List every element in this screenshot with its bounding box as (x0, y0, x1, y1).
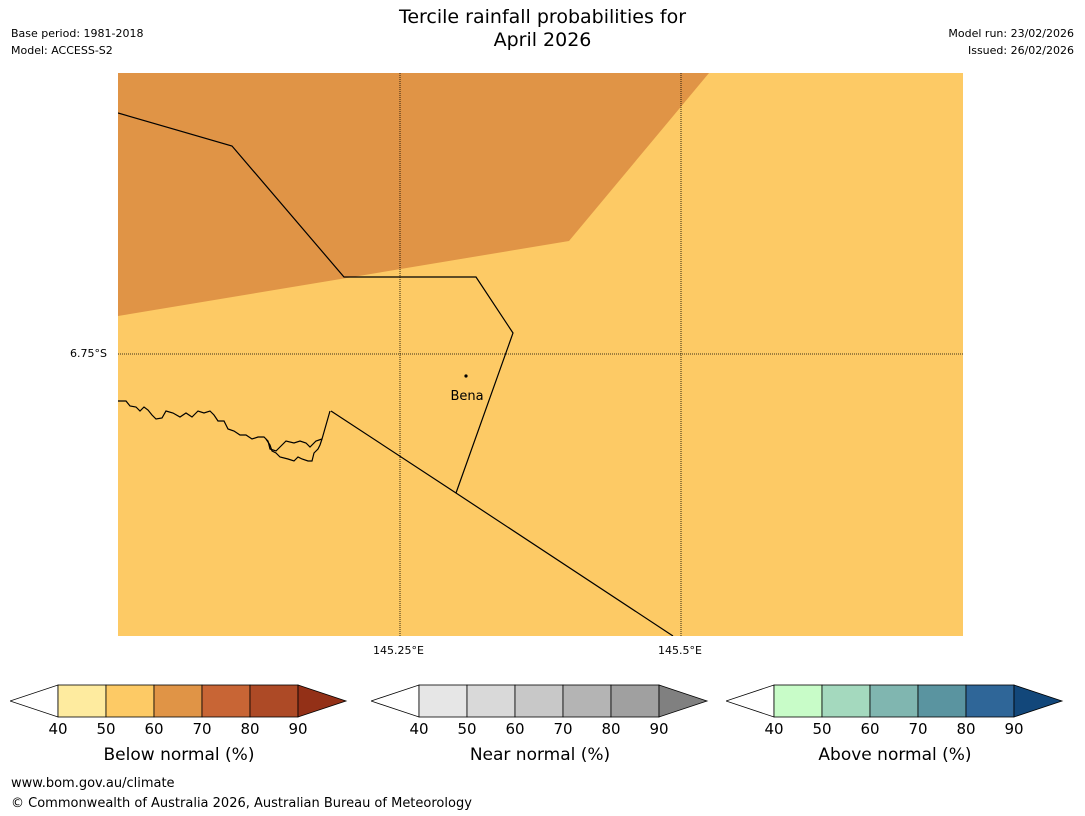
model-run-text: Model run: 23/02/2026 (948, 27, 1074, 40)
colorbar-near-normal: 40 50 60 70 80 90 (371, 684, 709, 738)
colorbar-near-extend-low (371, 684, 420, 718)
colorbar-near-tick-label: 70 (553, 720, 572, 738)
colorbar-near-tick-label: 40 (409, 720, 428, 738)
province-boundary-south (330, 410, 674, 636)
colorbar-near-tick-label: 90 (649, 720, 668, 738)
colorbar-below-segment (105, 684, 155, 718)
colorbar-below-tick-label: 90 (288, 720, 307, 738)
colorbar-near-segment (610, 684, 660, 718)
colorbar-above-tick-label: 80 (956, 720, 975, 738)
colorbar-above-segment (773, 684, 823, 718)
colorbar-near-tick-label: 60 (505, 720, 524, 738)
colorbar-below-extend-low (10, 684, 59, 718)
title-line-1: Tercile rainfall probabilities for (398, 6, 687, 28)
colorbar-title-above: Above normal (%) (818, 745, 972, 765)
model-text: Model: ACCESS-S2 (11, 44, 113, 57)
colorbar-above-segment (917, 684, 967, 718)
colorbar-above-tick-label: 70 (908, 720, 927, 738)
colorbar-above-extend-low (726, 684, 775, 718)
colorbar-above-normal: 40 50 60 70 80 90 (726, 684, 1064, 738)
colorbar-below-tick-label: 80 (240, 720, 259, 738)
bena-label: Bena (450, 389, 483, 404)
colorbar-title-near: Near normal (%) (469, 745, 611, 765)
colorbar-above-segment (869, 684, 919, 718)
colorbar-below-tick-label: 50 (96, 720, 115, 738)
map-panel: Bena (118, 73, 963, 636)
province-boundary-north (118, 112, 514, 494)
header-meta-left: Base period: 1981-2018 Model: ACCESS-S2 (11, 25, 143, 59)
base-period-text: Base period: 1981-2018 (11, 27, 144, 40)
colorbar-above-segment (965, 684, 1015, 718)
colorbar-below-normal: 40 50 60 70 80 90 (10, 684, 348, 738)
colorbar-near-segment (514, 684, 564, 718)
colorbar-below-segment (249, 684, 299, 718)
issued-text: Issued: 26/02/2026 (967, 44, 1074, 57)
footer-url: www.bom.gov.au/climate (11, 776, 175, 791)
colorbar-title-below: Below normal (%) (103, 745, 255, 765)
colorbar-near-segment (466, 684, 516, 718)
colorbar-below-tick-label: 40 (48, 720, 67, 738)
map-title: Tercile rainfall probabilities for April… (0, 6, 1085, 52)
footer-copyright: © Commonwealth of Australia 2026, Austra… (11, 796, 472, 811)
colorbar-below-extend-high (297, 684, 348, 718)
colorbar-near-tick-label: 80 (601, 720, 620, 738)
lon-tick-label-2: 145.5°E (658, 644, 702, 657)
bena-marker (464, 374, 468, 378)
colorbar-above-extend-high (1013, 684, 1064, 718)
title-line-2: April 2026 (493, 29, 592, 51)
colorbar-near-extend-high (658, 684, 709, 718)
colorbar-above-tick-label: 60 (860, 720, 879, 738)
river-line (118, 400, 331, 452)
colorbar-above-tick-label: 40 (764, 720, 783, 738)
colorbar-below-segment (201, 684, 251, 718)
colorbar-near-segment (418, 684, 468, 718)
colorbar-above-segment (821, 684, 871, 718)
river-line-tail (265, 438, 323, 462)
colorbar-above-tick-label: 50 (812, 720, 831, 738)
colorbar-above-tick-label: 90 (1004, 720, 1023, 738)
colorbar-below-tick-label: 60 (144, 720, 163, 738)
colorbar-below-segment (153, 684, 203, 718)
colorbar-near-segment (562, 684, 612, 718)
header-meta-right: Model run: 23/02/2026 Issued: 26/02/2026 (948, 25, 1074, 59)
colorbar-near-tick-label: 50 (457, 720, 476, 738)
colorbar-below-tick-label: 70 (192, 720, 211, 738)
lon-tick-label-1: 145.25°E (373, 644, 424, 657)
lat-tick-label: 6.75°S (70, 347, 107, 360)
colorbar-below-segment (57, 684, 107, 718)
probability-60-70-region (118, 73, 709, 316)
